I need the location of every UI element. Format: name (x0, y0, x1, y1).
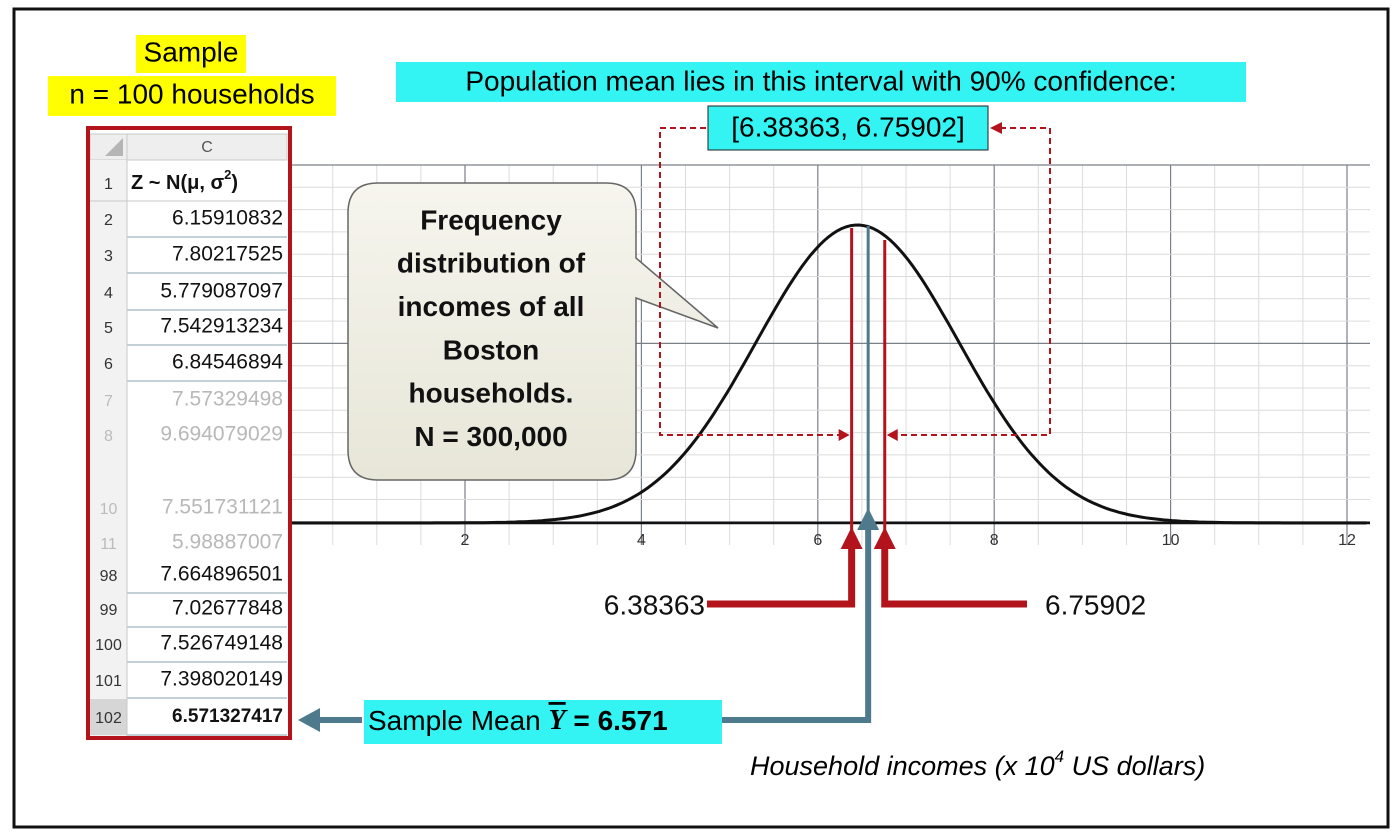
row-num-bg (90, 699, 127, 735)
cell-value: 7.664896501 (160, 563, 283, 586)
label: Sample Mean (368, 705, 549, 736)
sample-title: Sample (144, 36, 239, 67)
bubble-line: Frequency (420, 204, 562, 235)
header-sup: 2 (224, 167, 231, 182)
bubble-line: Boston (443, 334, 539, 365)
arrowhead (857, 508, 880, 530)
callout-bubble (347, 182, 719, 481)
bracket-left (659, 127, 842, 436)
row-number: 102 (95, 710, 122, 727)
cell-value: 7.551731121 (162, 496, 283, 519)
bubble-line: households. (409, 378, 574, 409)
cell-value: 7.526749148 (160, 632, 283, 655)
bracket-right (894, 127, 1051, 436)
row-number: 7 (104, 393, 113, 410)
arrowhead (886, 429, 898, 441)
x-tick-label: 2 (461, 532, 470, 549)
row-number: 4 (104, 285, 113, 302)
row-number: 5 (104, 320, 113, 337)
sample-size: n = 100 households (69, 78, 314, 109)
bubble-line: distribution of (397, 248, 586, 279)
arrowhead (990, 122, 1002, 134)
row-number: 8 (104, 428, 113, 445)
header-end: ) (231, 172, 238, 194)
interval-title: Population mean lies in this interval wi… (465, 65, 1176, 96)
highlight (136, 35, 246, 73)
header-main: Z ~ N(μ, σ (131, 172, 224, 194)
axis-title-end: US dollars) (1064, 751, 1205, 781)
axis-title: Household incomes (x 104 US dollars) (750, 747, 1205, 781)
mean-leg (722, 529, 872, 723)
cell-value: 9.694079029 (160, 423, 283, 446)
row-number: 11 (100, 536, 117, 553)
cell-value: 7.80217525 (172, 243, 283, 266)
cell-value: 6.84546894 (172, 351, 283, 374)
arrowhead (298, 708, 320, 732)
cell-value: 7.57329498 (172, 388, 283, 411)
highlight (364, 700, 722, 744)
x-tick-label: 12 (1338, 532, 1356, 549)
lower-label: 6.38363 (604, 589, 705, 620)
interval-text: [6.38363, 6.75902] (731, 111, 965, 142)
arrowhead (840, 527, 863, 549)
lower-leg (707, 548, 856, 608)
axis-title-main: Household incomes (x 10 (750, 751, 1055, 781)
x-tick-label: 8 (990, 532, 999, 549)
cell-value: 7.398020149 (160, 668, 283, 691)
x-tick-label: 6 (813, 532, 822, 549)
bubble-line: incomes of all (398, 291, 585, 322)
bubble-text: Frequency distribution of incomes of all Bo… (397, 204, 586, 452)
cell-value: 6.571327417 (172, 706, 283, 727)
cell-value: 6.15910832 (172, 207, 283, 230)
highlight (396, 62, 1246, 102)
row-number: 2 (104, 212, 113, 229)
cell-value: 5.779087097 (160, 280, 283, 303)
distribution-curve (290, 223, 1367, 525)
cell-value: 7.02677848 (172, 597, 283, 620)
row-number: 100 (95, 637, 122, 654)
row-num-bg (90, 160, 127, 736)
bubble-line: N = 300,000 (414, 421, 567, 452)
corner (105, 138, 123, 156)
row-number: 99 (100, 602, 118, 619)
upper-label: 6.75902 (1045, 589, 1146, 620)
row-number: 1 (104, 176, 113, 193)
row-number: 3 (104, 248, 113, 265)
value: 6.571 (598, 705, 668, 736)
arrowhead (838, 429, 850, 441)
curve-layer (290, 223, 1367, 525)
highlight (48, 76, 336, 116)
row-number: 6 (104, 356, 113, 373)
row-number: 101 (95, 673, 122, 690)
row-number: 10 (100, 501, 118, 518)
symbol: Y (549, 705, 569, 736)
header-cell: Z ~ N(μ, σ2) (131, 167, 238, 194)
interval-marks: 6.38363 6.75902 (604, 122, 1146, 723)
equals: = (566, 705, 598, 736)
upper-leg (881, 548, 1027, 608)
sample-mean-label: Sample Mean Y = 6.571 (368, 705, 668, 736)
sheet-border (86, 126, 292, 740)
column-header: C (201, 139, 213, 156)
row-number: 98 (100, 568, 118, 585)
cell-value: 7.542913234 (160, 315, 283, 338)
interval-box (707, 105, 989, 151)
cell-value: 5.98887007 (172, 531, 283, 554)
arrowhead (873, 527, 896, 549)
x-tick-label: 10 (1162, 532, 1180, 549)
x-tick-label: 4 (637, 532, 646, 549)
axis-title-sup: 4 (1055, 747, 1064, 766)
